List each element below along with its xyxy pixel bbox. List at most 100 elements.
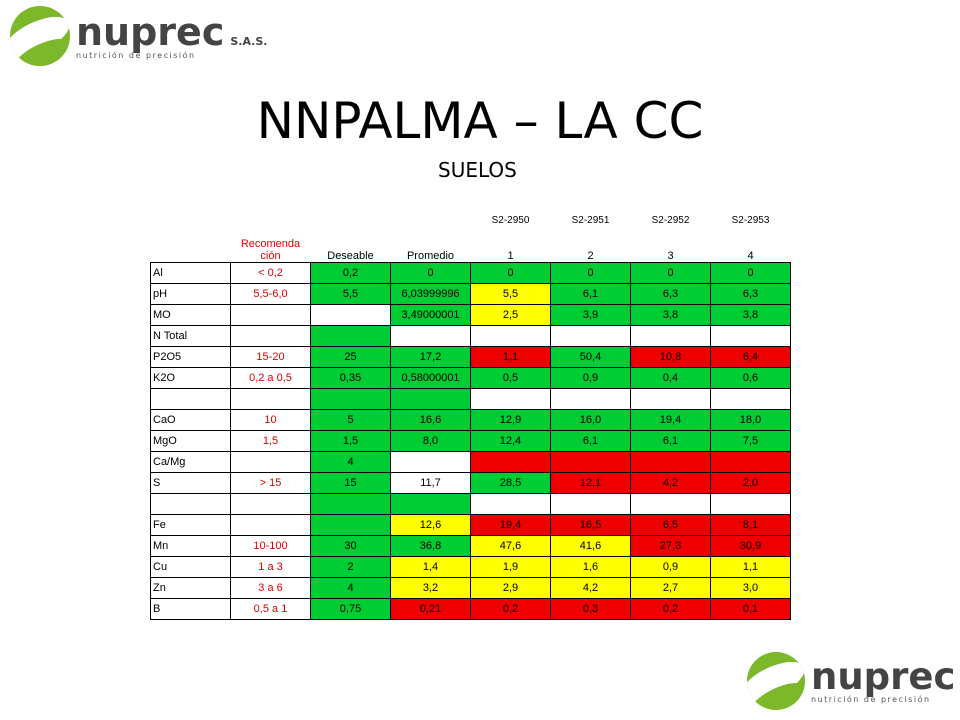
parameter-name: S: [150, 472, 231, 494]
page-title: NNPALMA – LA CC: [256, 92, 704, 150]
average-cell: 3,2: [390, 577, 471, 599]
sample-code-row: S2-2950 S2-2951 S2-2952 S2-2953: [151, 210, 791, 230]
sample-value-cell: 0,4: [630, 367, 711, 389]
sample-value-cell: 1,1: [710, 556, 791, 578]
table-row: B 0,5 a 1 0,75 0,21 0,2 0,3 0,2 0,1: [150, 598, 791, 620]
sample-value-cell: [630, 493, 711, 515]
header-deseable: Deseable: [327, 250, 374, 262]
parameter-name: MO: [150, 304, 231, 326]
sample-value-cell: 50,4: [550, 346, 631, 368]
parameter-name: [150, 493, 231, 515]
average-cell: 6,03999996: [390, 283, 471, 305]
sample-value-cell: 0,9: [630, 556, 711, 578]
sample-value-cell: [710, 325, 791, 347]
average-cell: 0,21: [390, 598, 471, 620]
sample-value-cell: 0,6: [710, 367, 791, 389]
parameter-name: Zn: [150, 577, 231, 599]
sample-value-cell: 0,1: [710, 598, 791, 620]
average-cell: [390, 325, 471, 347]
average-cell: 8,0: [390, 430, 471, 452]
recommendation-cell: 3 a 6: [230, 577, 311, 599]
recommendation-cell: 10: [230, 409, 311, 431]
sample-value-cell: 16,0: [550, 409, 631, 431]
sample-value-cell: 19,4: [470, 514, 551, 536]
desirable-cell: [310, 388, 391, 410]
table-row: N Total: [150, 325, 791, 347]
logo-tagline: nutrición de precisión: [811, 695, 931, 704]
logo-tagline: nutrición de precisión: [76, 50, 196, 60]
table-row: K2O 0,2 a 0,5 0,35 0,58000001 0,5 0,9 0,4 0,6: [150, 367, 791, 389]
sample-value-cell: 41,6: [550, 535, 631, 557]
parameter-name: [150, 388, 231, 410]
parameter-name: Mn: [150, 535, 231, 557]
sample-value-cell: 0: [710, 262, 791, 284]
sample-value-cell: 16,5: [550, 514, 631, 536]
sample-value-cell: 6,5: [630, 514, 711, 536]
sample-value-cell: 1,6: [550, 556, 631, 578]
parameter-name: Ca/Mg: [150, 451, 231, 473]
sample-value-cell: 3,8: [630, 304, 711, 326]
header-recomendacion: Recomenda ción: [240, 238, 301, 262]
sample-code: S2-2950: [491, 214, 530, 226]
header-sample-4: 4: [747, 250, 754, 262]
recommendation-cell: 15-20: [230, 346, 311, 368]
average-cell: [390, 493, 471, 515]
sample-value-cell: 12,9: [470, 409, 551, 431]
recommendation-cell: [230, 304, 311, 326]
sample-value-cell: 0,3: [550, 598, 631, 620]
sample-value-cell: 6,1: [550, 283, 631, 305]
sample-value-cell: 12,4: [470, 430, 551, 452]
parameter-name: Cu: [150, 556, 231, 578]
logo-brand: nuprec: [811, 655, 956, 698]
table-row: pH 5,5-6,0 5,5 6,03999996 5,5 6,1 6,3 6,3: [150, 283, 791, 305]
sample-value-cell: [470, 493, 551, 515]
average-cell: 0,58000001: [390, 367, 471, 389]
sample-value-cell: 10,8: [630, 346, 711, 368]
table-row: MO 3,49000001 2,5 3,9 3,8 3,8: [150, 304, 791, 326]
parameter-name: MgO: [150, 430, 231, 452]
sample-value-cell: 0,2: [630, 598, 711, 620]
desirable-cell: 1,5: [310, 430, 391, 452]
sample-code: S2-2951: [571, 214, 610, 226]
sample-code: S2-2953: [731, 214, 770, 226]
leaf-icon: [747, 652, 805, 710]
average-cell: 11,7: [390, 472, 471, 494]
sample-value-cell: [710, 388, 791, 410]
sample-value-cell: 27,3: [630, 535, 711, 557]
parameter-name: Al: [150, 262, 231, 284]
logo-brand: nuprec: [76, 9, 225, 54]
average-cell: 17,2: [390, 346, 471, 368]
sample-value-cell: 0: [630, 262, 711, 284]
recommendation-cell: < 0,2: [230, 262, 311, 284]
desirable-cell: 2: [310, 556, 391, 578]
average-cell: 1,4: [390, 556, 471, 578]
desirable-cell: 30: [310, 535, 391, 557]
sample-value-cell: 2,7: [630, 577, 711, 599]
recommendation-cell: [230, 493, 311, 515]
sample-value-cell: 4,2: [550, 577, 631, 599]
sample-value-cell: 6,3: [710, 283, 791, 305]
sample-value-cell: 28,5: [470, 472, 551, 494]
sample-value-cell: [550, 325, 631, 347]
sample-value-cell: 18,0: [710, 409, 791, 431]
sample-value-cell: 3,0: [710, 577, 791, 599]
average-cell: 0: [390, 262, 471, 284]
recommendation-cell: 0,5 a 1: [230, 598, 311, 620]
header-sample-2: 2: [587, 250, 594, 262]
sample-value-cell: 2,0: [710, 472, 791, 494]
desirable-cell: 5: [310, 409, 391, 431]
desirable-cell: 5,5: [310, 283, 391, 305]
sample-value-cell: [550, 493, 631, 515]
table-row: [150, 388, 791, 410]
table-row: Fe 12,6 19,4 16,5 6,5 8,1: [150, 514, 791, 536]
leaf-icon: [10, 6, 70, 66]
parameter-name: K2O: [150, 367, 231, 389]
recommendation-cell: 10-100: [230, 535, 311, 557]
header-row: Recomenda ción Deseable Promedio 1 2 3 4: [151, 230, 791, 263]
sample-value-cell: [630, 388, 711, 410]
table-row: Cu 1 a 3 2 1,4 1,9 1,6 0,9 1,1: [150, 556, 791, 578]
sample-value-cell: 6,1: [630, 430, 711, 452]
sample-value-cell: 4,2: [630, 472, 711, 494]
sample-value-cell: 0,5: [470, 367, 551, 389]
sample-value-cell: [710, 451, 791, 473]
